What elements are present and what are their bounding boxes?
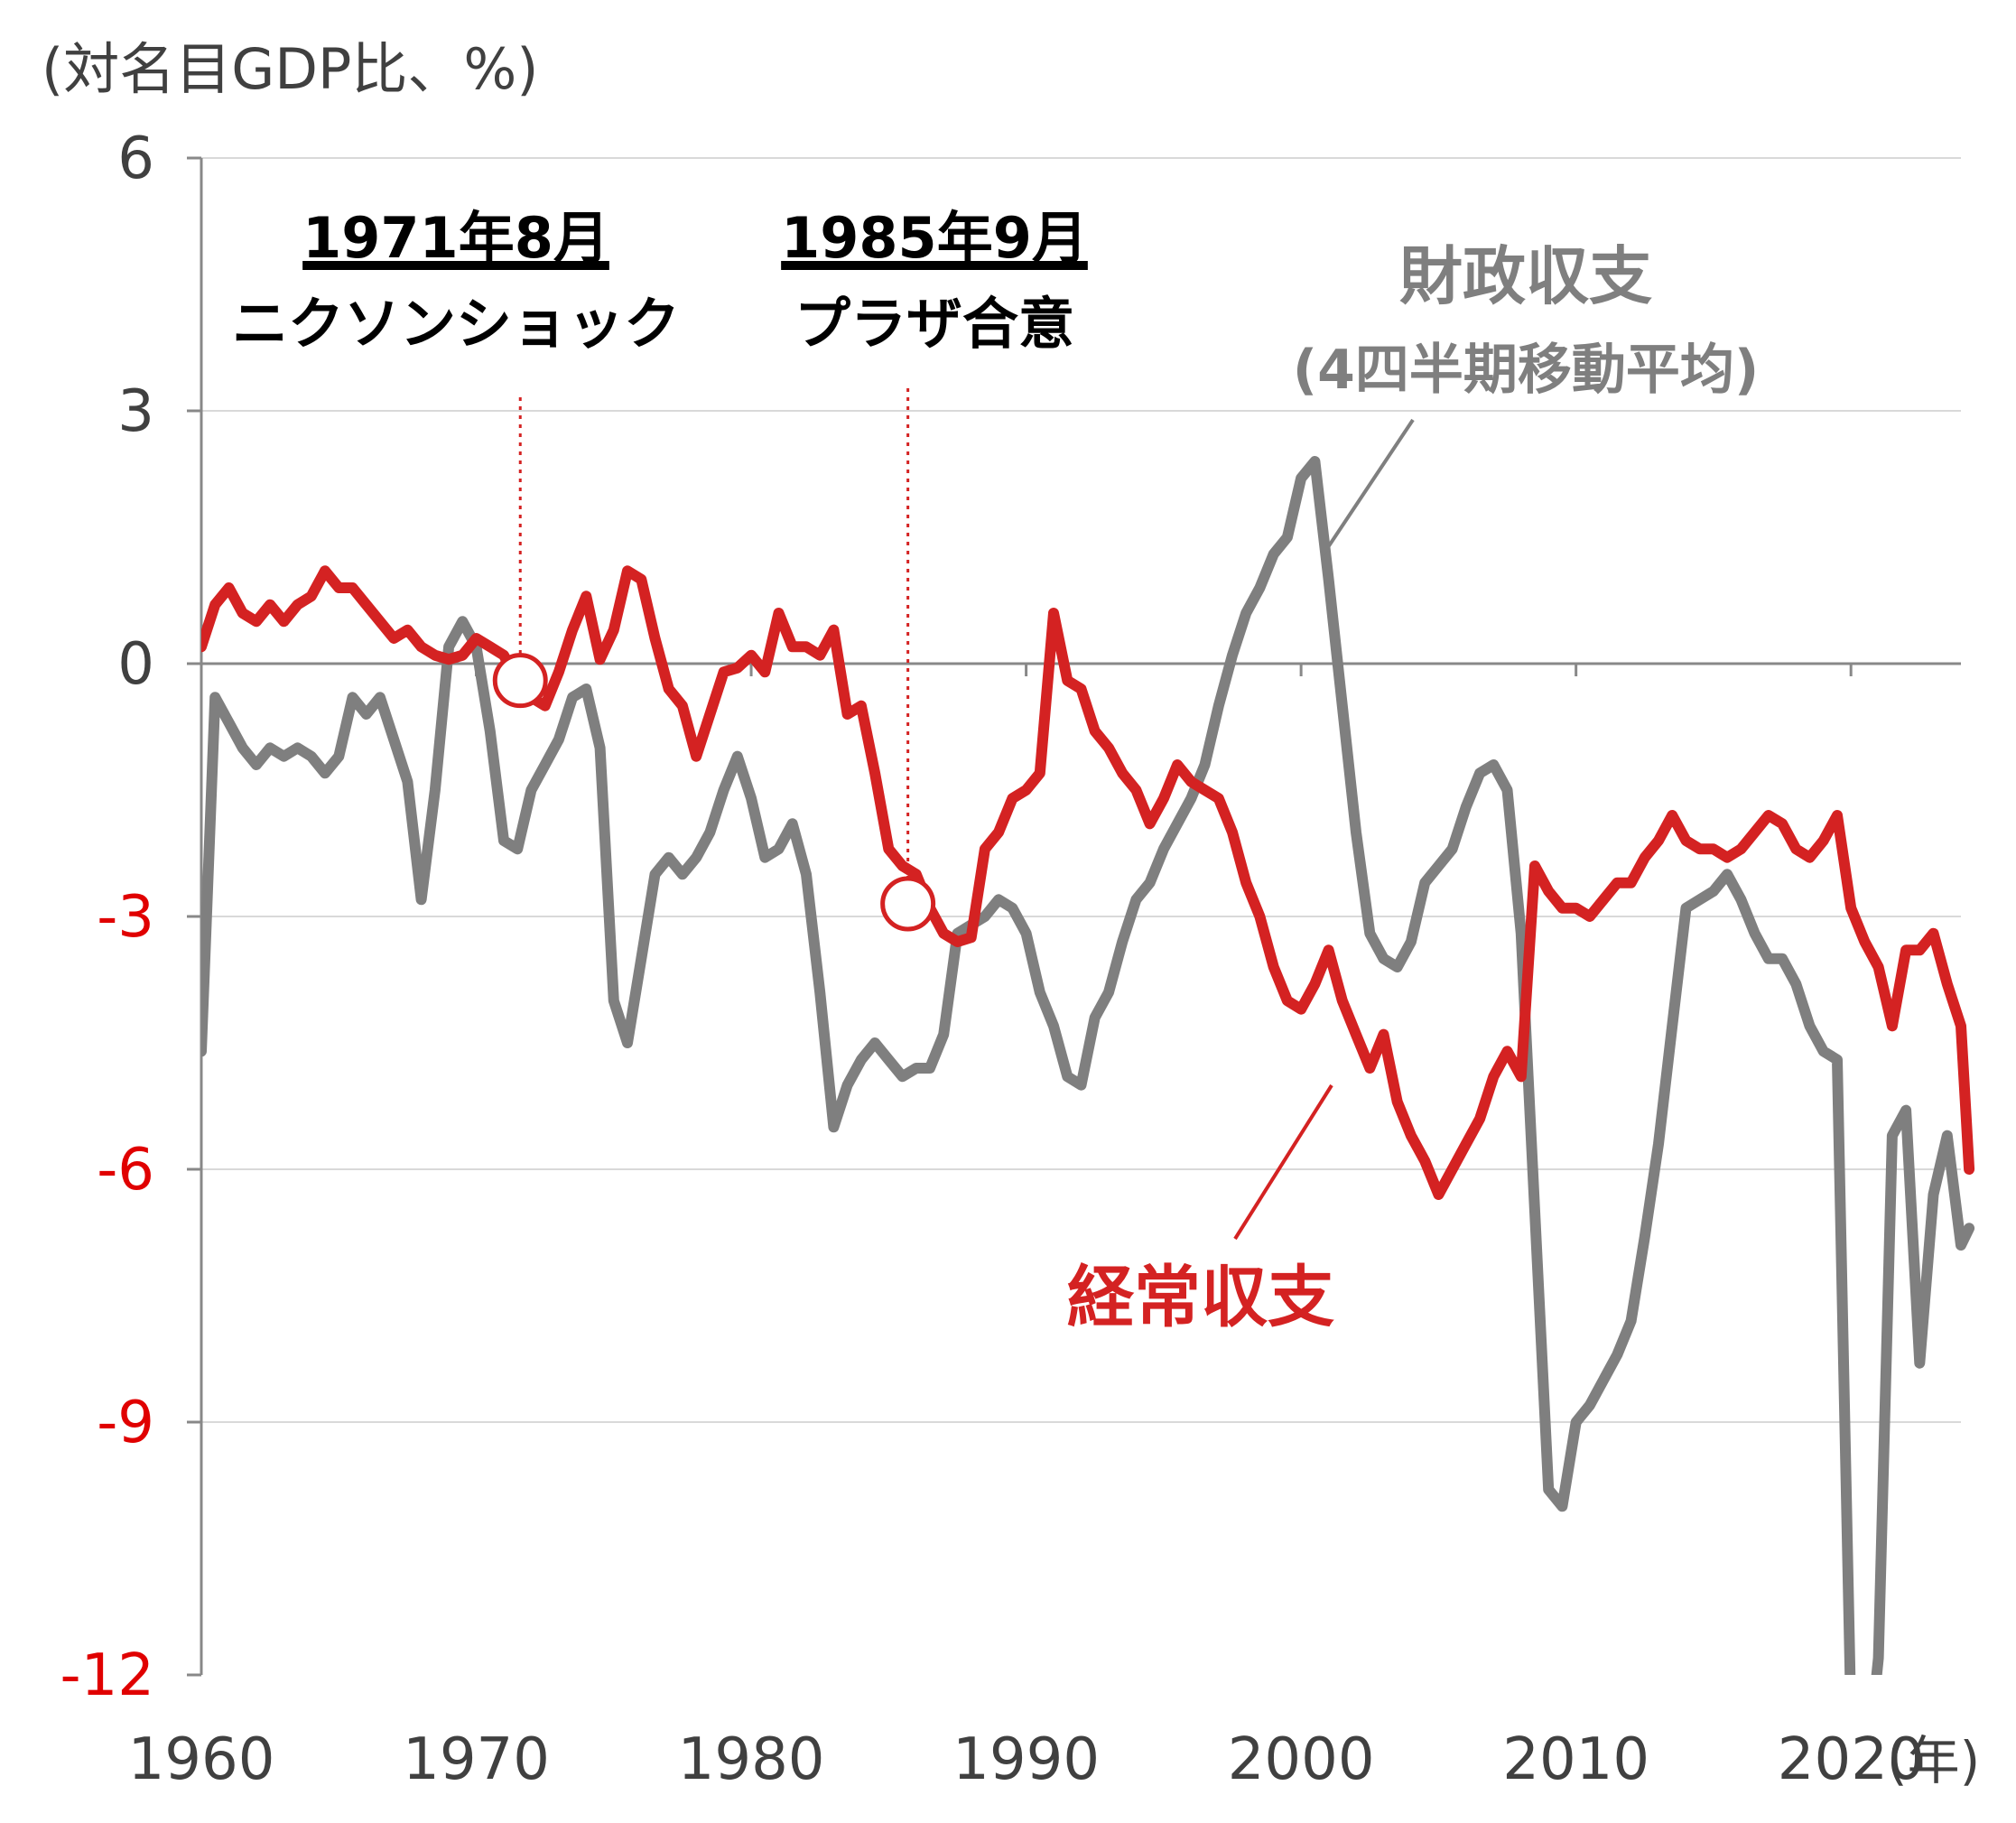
fiscal-balance-line — [201, 456, 1975, 1675]
gridlines — [201, 157, 1961, 1423]
y-tick-label: 6 — [117, 126, 154, 192]
x-tick-label: 2010 — [1502, 1726, 1649, 1793]
series-lines — [201, 456, 1975, 1675]
x-tick-labels: 1960 1970 1980 1990 2000 2010 2020 — [128, 1726, 1925, 1793]
annotation-event: プラザ合意 — [794, 291, 1074, 357]
x-axis-year-label: (年) — [1887, 1730, 1980, 1791]
y-tick-label: 3 — [117, 378, 154, 445]
x-tick-label: 2000 — [1228, 1726, 1375, 1793]
y-tick-label: -6 — [97, 1137, 154, 1204]
current-account-label: 経常収支 — [1067, 1259, 1334, 1336]
y-tick-labels: 6 3 0 -3 -6 -9 -12 — [60, 126, 154, 1709]
series-labels: 財政収支 (4四半期移動平均) 経常収支 — [1067, 239, 1759, 1336]
x-tick-label: 1960 — [128, 1726, 275, 1793]
x-tick-label: 1990 — [952, 1726, 1100, 1793]
y-axis-unit-label: (対名目GDP比、%) — [42, 36, 538, 102]
x-tick-label: 2020 — [1778, 1726, 1925, 1793]
fiscal-balance-label: 財政収支 — [1399, 239, 1652, 313]
y-tick-label: 0 — [117, 631, 154, 698]
x-tick-label: 1980 — [678, 1726, 825, 1793]
fiscal-balance-leader — [1321, 418, 1415, 557]
annotation-date: 1985年9月 — [781, 205, 1088, 271]
y-tick-label: -3 — [97, 884, 154, 951]
current-account-line — [201, 565, 1975, 1200]
annotation-marker — [880, 876, 936, 932]
current-account-leader — [1233, 1084, 1333, 1241]
annotation-event: ニクソンショック — [232, 291, 680, 357]
annotation-marker — [492, 653, 548, 709]
y-tick-label: -9 — [97, 1390, 154, 1456]
fiscal-balance-sublabel: (4四半期移動平均) — [1293, 339, 1760, 402]
y-tick-label: -12 — [60, 1642, 154, 1709]
x-tick-label: 1970 — [403, 1726, 550, 1793]
annotation-date: 1971年8月 — [302, 205, 609, 271]
